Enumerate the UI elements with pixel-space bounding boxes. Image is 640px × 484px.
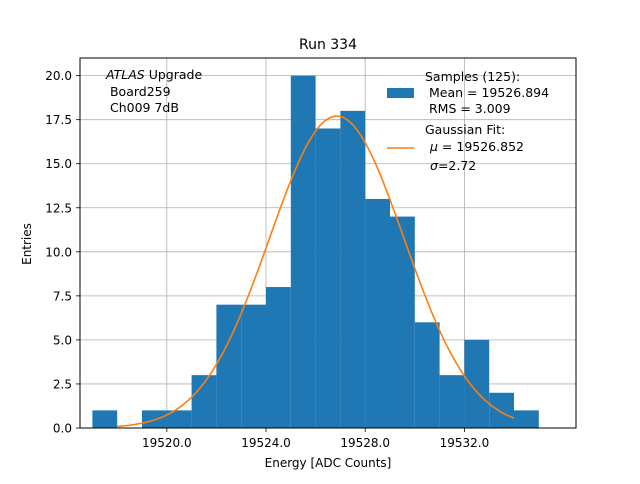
- legend-fit-title: Gaussian Fit:: [425, 122, 505, 137]
- x-tick-label-3: 19532.0: [440, 436, 490, 450]
- histogram-bar-9: [315, 128, 341, 428]
- svg-text:ATLAS Upgrade: ATLAS Upgrade: [105, 67, 202, 82]
- x-tick-label-0: 19520.0: [142, 436, 192, 450]
- histogram-bar-6: [241, 304, 266, 428]
- legend-fit-mu-symbol: μ: [429, 139, 438, 154]
- histogram-bar-16: [489, 392, 514, 428]
- histogram-bar-3: [166, 410, 192, 428]
- svg-text:σ=2.72: σ=2.72: [430, 158, 476, 173]
- x-tick-label-2: 19528.0: [340, 436, 390, 450]
- histogram-bar-7: [266, 287, 291, 428]
- legend-swatch-histogram: [387, 88, 414, 98]
- legend-samples-title: Samples (125):: [425, 69, 520, 84]
- y-tick-label-5: 12.5: [45, 201, 72, 215]
- histogram-bar-11: [365, 198, 390, 428]
- upgrade-label: Upgrade: [145, 67, 203, 82]
- histogram-bar-17: [514, 410, 539, 428]
- gaussian-fit-curve: [117, 115, 515, 428]
- plot-frame: [79, 57, 577, 429]
- histogram-bar-15: [464, 339, 490, 428]
- channel-label: Ch009 7dB: [106, 100, 179, 115]
- histogram-bar-8: [290, 75, 316, 428]
- legend-fit-mu-value: = 19526.852: [438, 139, 524, 154]
- board-label: Board259: [106, 84, 171, 99]
- histogram-bar-0: [92, 410, 118, 428]
- y-axis-label: Entries: [20, 223, 34, 265]
- x-axis-ticks: 19520.0 19524.0 19528.0 19532.0: [142, 428, 489, 450]
- legend: Samples (125): Mean = 19526.894 RMS = 3.…: [387, 69, 549, 173]
- y-tick-label-2: 5.0: [53, 333, 72, 347]
- gaussian-fit: [117, 115, 515, 428]
- atlas-label: ATLAS: [105, 67, 145, 82]
- annotation-text: ATLAS Upgrade Board259 Ch009 7dB: [105, 67, 202, 115]
- histogram-bar-12: [390, 216, 415, 428]
- legend-fit-sigma-symbol: σ: [430, 158, 439, 173]
- y-tick-label-8: 20.0: [45, 69, 72, 83]
- y-tick-label-6: 15.0: [45, 157, 72, 171]
- y-tick-label-4: 10.0: [45, 245, 72, 259]
- y-tick-label-1: 2.5: [53, 377, 72, 391]
- histogram-bar-13: [414, 322, 440, 428]
- legend-fit-sigma-value: =2.72: [438, 158, 476, 173]
- x-axis-label: Energy [ADC Counts]: [265, 456, 392, 470]
- y-tick-label-3: 7.5: [53, 289, 72, 303]
- x-tick-label-1: 19524.0: [241, 436, 291, 450]
- histogram-bars: [92, 75, 539, 428]
- histogram-bar-14: [439, 375, 465, 428]
- legend-samples-rms: RMS = 3.009: [425, 101, 511, 116]
- y-tick-label-7: 17.5: [45, 113, 72, 127]
- svg-text:μ = 19526.852: μ = 19526.852: [429, 139, 524, 154]
- y-tick-label-0: 0.0: [53, 422, 72, 436]
- chart-title: Run 334: [299, 37, 357, 53]
- y-axis-ticks: 0.0 2.5 5.0 7.5 10.0 12.5 15.0 17.5 20.0: [45, 69, 80, 436]
- legend-samples-mean: Mean = 19526.894: [425, 85, 549, 100]
- histogram-bar-10: [340, 110, 366, 428]
